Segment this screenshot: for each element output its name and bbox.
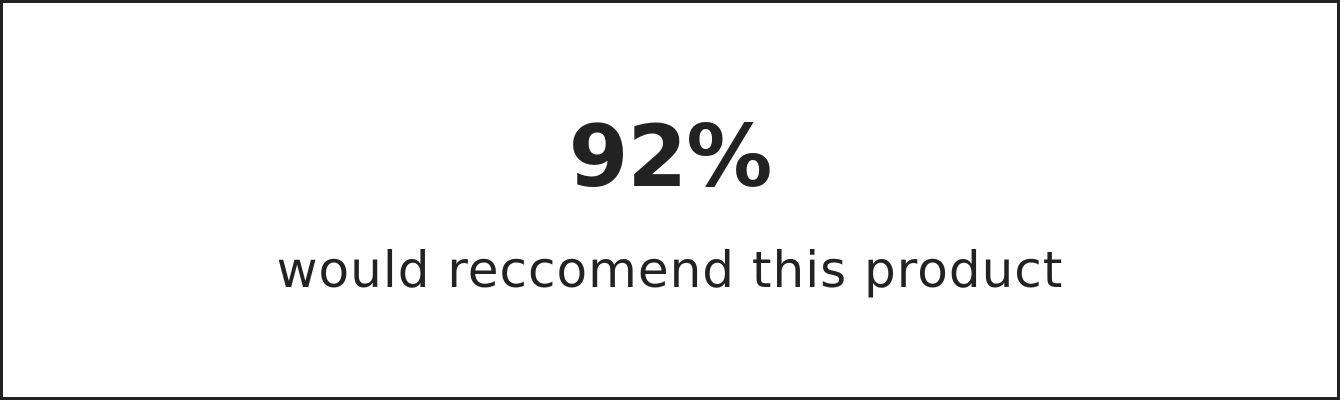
- recommendation-caption: would reccomend this product: [276, 241, 1064, 299]
- recommendation-percentage: 92%: [568, 107, 773, 207]
